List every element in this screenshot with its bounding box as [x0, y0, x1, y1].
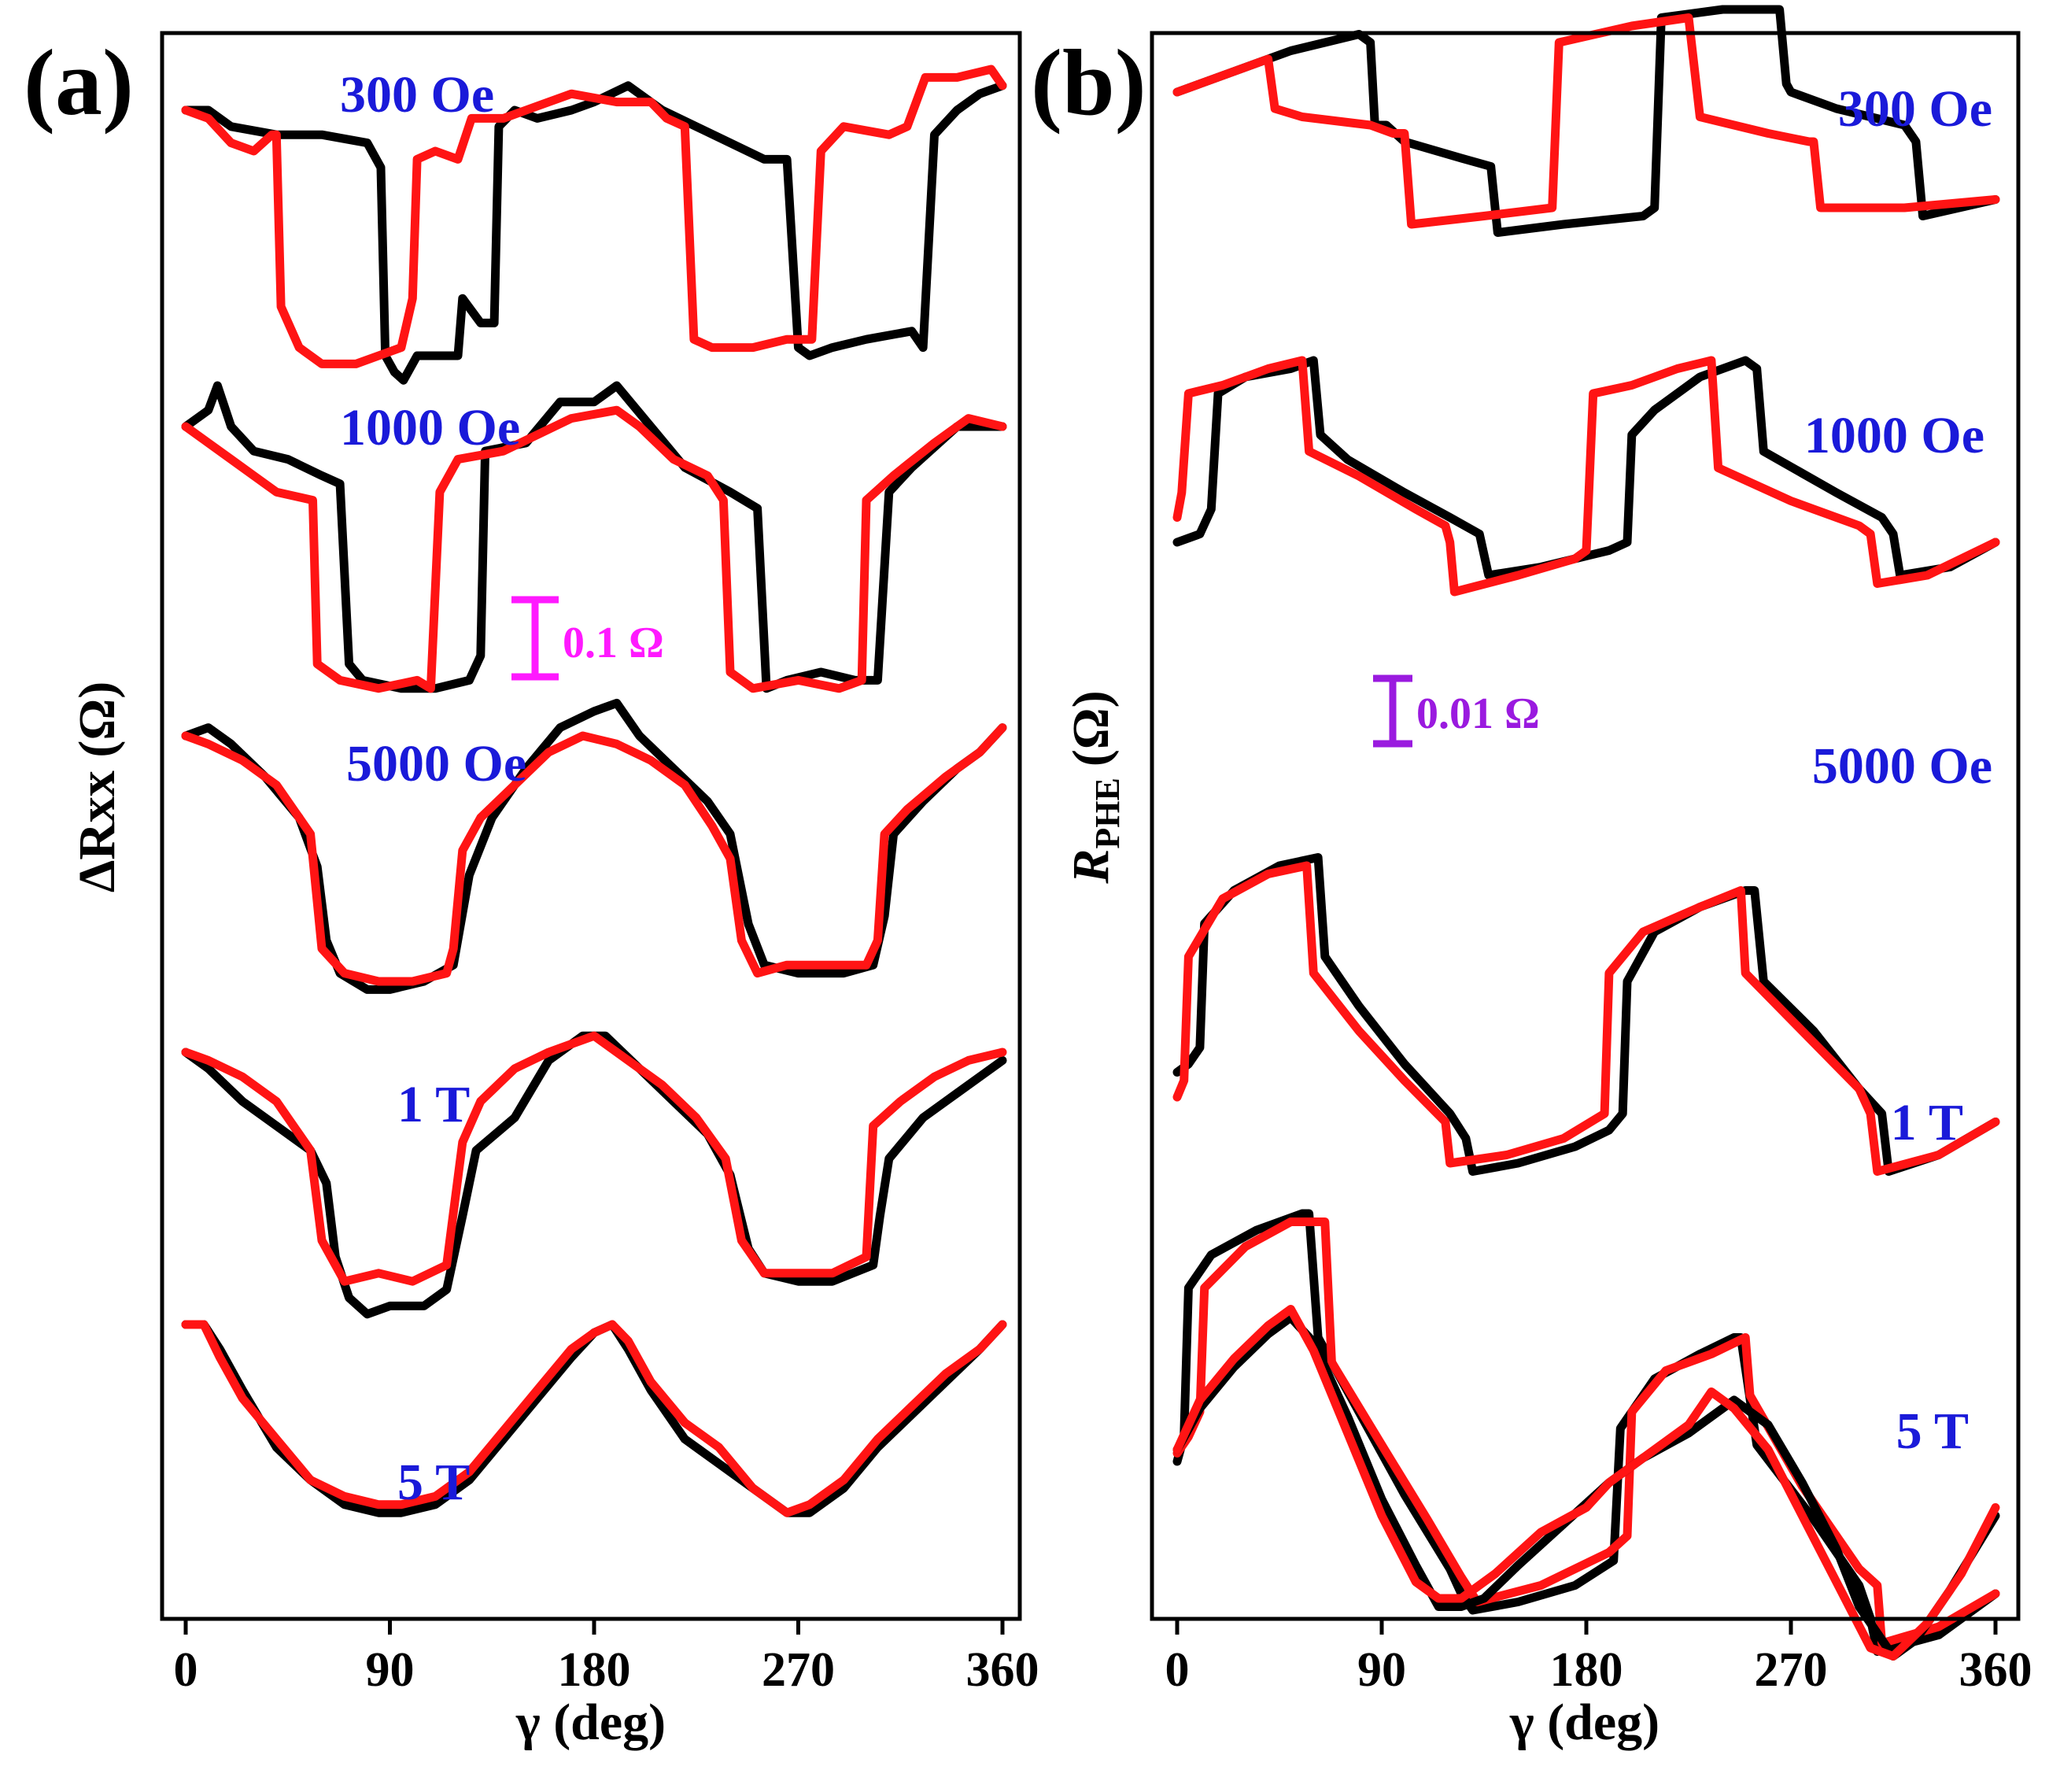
field-label-1-t: 1 T: [397, 1076, 470, 1133]
trace-1-t-red: [181, 1031, 1007, 1286]
field-label-300-oe: 300 Oe: [340, 66, 494, 124]
panel-a-scale-bar-label: 0.1 Ω: [563, 619, 664, 667]
panel-b-label: (b): [1031, 30, 1146, 135]
x-tick-label-360: 360: [1959, 1643, 2032, 1697]
trace-5-t-black: [181, 1320, 1007, 1517]
panel-a-x-axis-label: γ (deg): [515, 1694, 666, 1751]
x-tick-label-0: 0: [1165, 1643, 1190, 1697]
field-label-5000-oe: 5000 Oe: [1812, 737, 1992, 795]
field-label-1000-oe: 1000 Oe: [1804, 407, 1984, 464]
x-tick-label-90: 90: [1357, 1643, 1406, 1697]
panel-b-x-ticks: 0 90 180 270 360: [1165, 1619, 2032, 1697]
panel-b-frame: [1150, 31, 2021, 1621]
trace-1-t-black: [181, 1031, 1007, 1319]
trace-1-t-red: [1172, 1217, 2000, 1648]
field-label-300-oe: 300 Oe: [1838, 80, 1992, 138]
trace-300-oe-red: [181, 65, 1007, 368]
trace-5-t-red: [1172, 1305, 2000, 1661]
x-tick-label-270: 270: [1755, 1643, 1828, 1697]
trace-5000-oe-red: [1172, 861, 2000, 1176]
panel-b: 0 90 180 270 360 γ (deg) (b) RPHE(Ω) 0.01 Ω …: [1031, 5, 2032, 1751]
trace-1000-oe-black: [181, 381, 1007, 693]
traces-b: [1172, 5, 2000, 1661]
panel-b-y-axis-label-main: R: [1062, 849, 1120, 885]
panel-a-label: (a): [24, 30, 134, 135]
x-tick-label-180: 180: [558, 1643, 631, 1697]
panel-a: 0 90 180 270 360 γ (deg) (a) ΔRxx (Ω) 0.1 Ω …: [24, 30, 1039, 1751]
field-label-5-t: 5 T: [397, 1454, 470, 1511]
panel-a-x-ticks: 0 90 180 270 360: [174, 1619, 1039, 1697]
panel-a-y-axis-label: ΔRxx (Ω): [68, 682, 126, 892]
x-tick-label-360: 360: [966, 1643, 1039, 1697]
panel-b-scale-bar: 0.01 Ω: [1373, 674, 1540, 748]
trace-5-t-black: [1172, 1313, 2000, 1661]
x-tick-label-180: 180: [1550, 1643, 1623, 1697]
trace-1000-oe-red: [1172, 356, 2000, 597]
panel-a-scale-bar: 0.1 Ω: [511, 596, 664, 681]
panel-a-field-labels: 300 Oe 1000 Oe 5000 Oe 1 T 5 T: [340, 66, 526, 1511]
x-tick-label-270: 270: [762, 1643, 835, 1697]
panel-b-y-axis-label: RPHE (Ω): [1062, 690, 1127, 884]
panel-a-frame: [160, 31, 1022, 1621]
panel-b-scale-bar-label: 0.01 Ω: [1416, 689, 1540, 738]
panel-b-y-axis-label-subscript: PHE: [1088, 778, 1127, 848]
trace-1000-oe-red: [181, 405, 1007, 693]
field-label-1000-oe: 1000 Oe: [340, 399, 520, 456]
field-label-1-t: 1 T: [1891, 1094, 1963, 1151]
field-label-5000-oe: 5000 Oe: [346, 735, 526, 793]
x-tick-label-0: 0: [174, 1643, 198, 1697]
trace-5000-oe-red: [181, 723, 1007, 986]
panel-b-x-axis-label: γ (deg): [1509, 1694, 1660, 1751]
trace-5-t-red: [181, 1320, 1007, 1517]
trace-300-oe-black: [1172, 5, 2000, 237]
panel-b-field-labels: 300 Oe 1000 Oe 5000 Oe 1 T 5 T: [1804, 80, 1992, 1460]
traces-a: [181, 65, 1007, 1517]
panel-b-y-axis-label-unit: (Ω): [1062, 690, 1120, 767]
trace-300-oe-black: [181, 81, 1007, 385]
field-label-5-t: 5 T: [1896, 1402, 1969, 1460]
x-tick-label-90: 90: [366, 1643, 415, 1697]
trace-300-oe-red: [1172, 13, 2000, 229]
